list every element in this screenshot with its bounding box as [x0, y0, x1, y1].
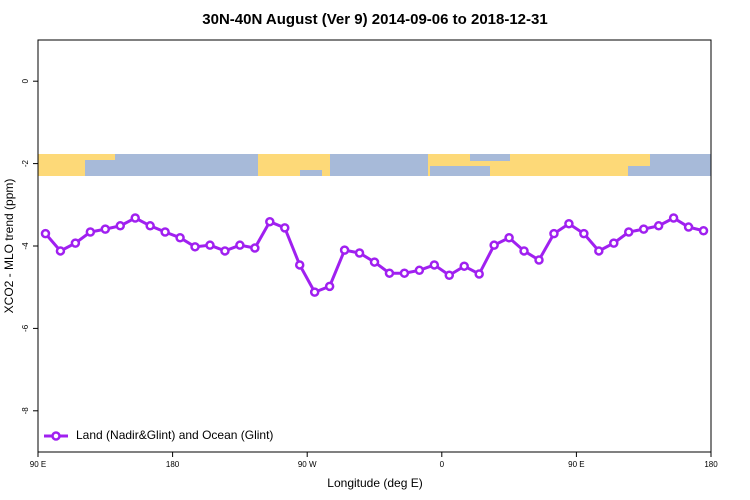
point — [444, 270, 455, 281]
point — [294, 260, 305, 270]
y-tick-label: -6 — [21, 324, 30, 332]
point — [623, 227, 634, 237]
point — [504, 233, 514, 243]
point — [579, 228, 589, 239]
point — [369, 257, 380, 267]
x-tick-label: 90 E — [568, 460, 584, 469]
point — [235, 240, 245, 250]
point — [265, 216, 275, 227]
y-tick-label: -2 — [21, 159, 30, 167]
point — [399, 268, 410, 278]
point — [160, 227, 170, 237]
point — [519, 246, 529, 256]
point — [414, 265, 425, 276]
map-strip — [38, 154, 711, 176]
legend-marker — [51, 431, 61, 441]
point — [190, 242, 200, 252]
point — [474, 269, 484, 279]
y-tick-label: -4 — [21, 242, 30, 250]
point — [40, 228, 51, 239]
point — [549, 228, 559, 239]
legend-label: Land (Nadir&Glint) and Ocean (Glint) — [76, 428, 273, 442]
point — [429, 260, 440, 270]
point — [698, 226, 709, 236]
point — [145, 221, 155, 231]
series-line — [44, 216, 704, 295]
x-tick-label: 180 — [704, 460, 718, 469]
chart-title: 30N-40N August (Ver 9) 2014-09-06 to 201… — [202, 11, 547, 28]
x-tick-label: 90 W — [298, 460, 317, 469]
point — [668, 213, 679, 223]
point — [339, 245, 350, 255]
point — [280, 223, 290, 233]
point — [250, 243, 260, 253]
point — [324, 281, 335, 292]
x-axis-label: Longitude (deg E) — [327, 476, 422, 490]
point — [70, 238, 81, 248]
point — [534, 255, 544, 265]
x-tick-label: 0 — [440, 460, 445, 469]
point — [55, 246, 66, 256]
point — [309, 287, 320, 297]
point — [100, 224, 111, 234]
point — [683, 222, 694, 232]
point — [564, 219, 574, 229]
point — [653, 221, 664, 231]
point — [85, 227, 96, 237]
point — [130, 213, 140, 223]
point — [115, 221, 126, 231]
point — [384, 268, 395, 278]
point — [638, 224, 649, 234]
point — [609, 238, 619, 248]
y-axis-label: XCO2 - MLO trend (ppm) — [2, 179, 16, 314]
point — [354, 248, 365, 258]
x-tick-label: 90 E — [30, 460, 46, 469]
point — [220, 246, 230, 256]
y-tick-label: -8 — [21, 407, 30, 415]
x-tick-label: 180 — [166, 460, 180, 469]
point — [175, 233, 185, 243]
point — [205, 240, 215, 250]
point — [459, 261, 469, 271]
point — [489, 240, 499, 250]
point — [594, 246, 604, 256]
y-tick-label: 0 — [21, 78, 30, 83]
